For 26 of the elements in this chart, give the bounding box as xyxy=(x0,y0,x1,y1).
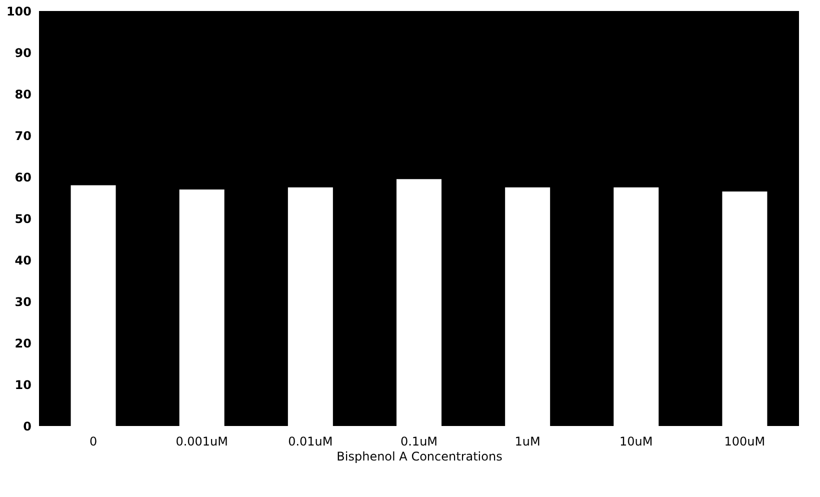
bar xyxy=(614,187,659,426)
x-tick-label: 0 xyxy=(89,434,98,448)
y-tick-label: 30 xyxy=(14,295,32,309)
y-tick-label: 40 xyxy=(14,254,32,268)
bar xyxy=(722,192,768,426)
x-tick-label: 10uM xyxy=(620,434,653,448)
bar xyxy=(396,179,442,426)
y-tick-label: 0 xyxy=(23,420,32,434)
y-tick-label: 50 xyxy=(14,212,32,226)
y-tick-label: 90 xyxy=(14,46,32,60)
x-tick-label: 1uM xyxy=(514,434,540,448)
y-tick-label: 10 xyxy=(14,378,32,392)
x-axis-title: Bisphenol A Concentrations xyxy=(336,450,502,464)
y-tick-label: 60 xyxy=(14,170,32,184)
x-tick-label: 0.01uM xyxy=(288,434,333,448)
y-tick-label: 80 xyxy=(14,88,32,102)
y-tick-label: 70 xyxy=(14,129,32,143)
bar xyxy=(505,187,550,426)
y-tick-label: 100 xyxy=(6,4,32,18)
bar xyxy=(179,189,224,426)
x-tick-label: 100uM xyxy=(724,434,766,448)
x-tick-label: 0.001uM xyxy=(176,434,228,448)
x-tick-label: 0.1uM xyxy=(400,434,438,448)
bar xyxy=(70,185,116,426)
bar xyxy=(288,187,333,426)
y-tick-label: 20 xyxy=(14,336,32,350)
